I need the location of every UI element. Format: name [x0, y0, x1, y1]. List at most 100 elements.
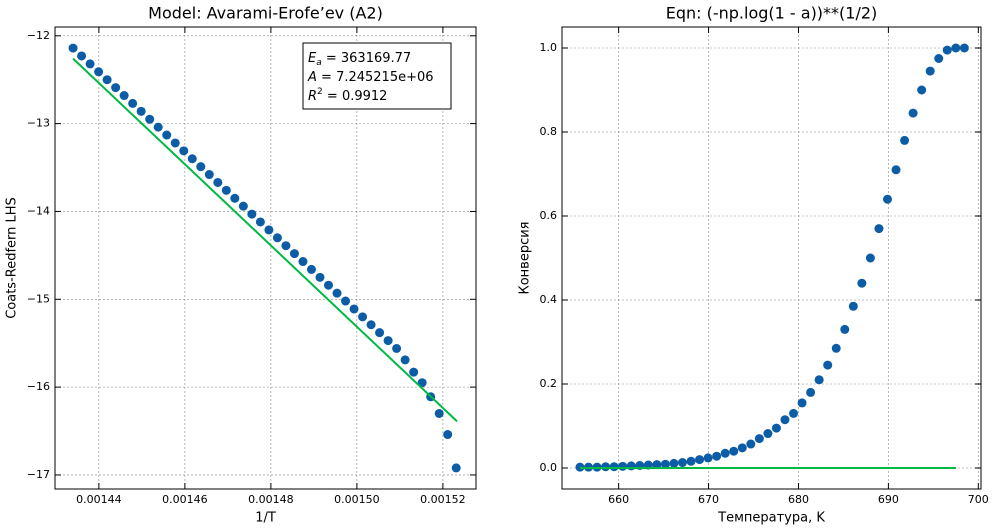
data-point	[771, 423, 781, 433]
y-tick-label: −14	[27, 204, 50, 217]
data-point	[289, 249, 299, 259]
data-point	[94, 67, 104, 77]
y-tick-label: 0.4	[540, 293, 558, 306]
y-tick-label: −16	[27, 380, 50, 393]
annotation: A = 7.245215e+06	[307, 70, 434, 85]
data-point	[204, 170, 214, 180]
data-point	[831, 343, 841, 353]
y-tick-label: −15	[27, 292, 50, 305]
data-point	[392, 343, 402, 353]
x-tick-label: 690	[878, 493, 899, 506]
axes-frame	[561, 26, 982, 490]
data-point	[111, 83, 121, 93]
data-point	[306, 264, 316, 274]
data-point	[797, 398, 807, 408]
data-point	[848, 301, 858, 311]
data-point	[230, 193, 240, 203]
data-point	[162, 130, 172, 140]
data-point	[780, 415, 790, 425]
annotation: Ea = 363169.77	[308, 51, 411, 68]
data-point	[746, 439, 756, 449]
data-point	[383, 336, 393, 346]
data-point	[925, 66, 935, 76]
x-tick-label: 670	[698, 493, 719, 506]
data-point	[341, 296, 351, 306]
data-point	[332, 288, 342, 298]
data-point	[917, 85, 927, 95]
y-tick-label: −12	[27, 29, 50, 42]
data-point	[840, 324, 850, 334]
y-tick-label: 0.6	[540, 209, 558, 222]
data-point	[626, 461, 636, 471]
data-point	[145, 114, 155, 124]
annotation-box	[302, 42, 452, 110]
data-point	[601, 462, 611, 472]
data-point	[695, 455, 705, 465]
data-point	[128, 98, 138, 108]
annotation-symbol: A	[307, 70, 317, 85]
y-tick-label: 0.2	[540, 377, 558, 390]
data-point	[153, 122, 163, 132]
data-point	[255, 217, 265, 227]
annotation-sup: 2	[317, 87, 323, 97]
data-point	[272, 233, 282, 243]
data-point	[951, 43, 961, 53]
fit-line	[72, 57, 458, 423]
data-point	[400, 355, 410, 365]
annotation-value: = 0.9912	[323, 89, 388, 104]
data-point	[179, 146, 189, 156]
y-tick-label: 1.0	[540, 41, 558, 54]
data-point	[196, 162, 206, 172]
y-tick-label: −17	[27, 468, 50, 481]
data-point	[375, 328, 385, 338]
data-point	[298, 257, 308, 267]
data-point	[720, 448, 730, 458]
data-point	[712, 451, 722, 461]
data-point	[669, 458, 679, 468]
data-point	[908, 108, 918, 118]
annotation-value: = 7.245215e+06	[317, 70, 434, 85]
y-tick-label: 0.0	[540, 461, 558, 474]
data-point	[238, 201, 248, 211]
data-point	[882, 194, 892, 204]
data-point	[187, 154, 197, 164]
x-tick-label: 0.00144	[76, 493, 122, 506]
data-point	[900, 135, 910, 145]
data-point	[170, 138, 180, 148]
x-tick-label: 680	[788, 493, 809, 506]
y-tick-label: −13	[27, 117, 50, 130]
data-point	[77, 51, 87, 61]
data-point	[102, 75, 112, 85]
data-point	[315, 272, 325, 282]
annotation-symbol: R	[308, 89, 317, 104]
x-tick-label: 0.00148	[248, 493, 294, 506]
data-point	[68, 43, 78, 53]
data-point	[660, 459, 670, 469]
x-axis-label: Температура, K	[717, 511, 825, 526]
data-point	[221, 185, 231, 195]
data-point	[609, 462, 619, 472]
data-point	[865, 253, 875, 263]
axes-frame	[54, 26, 477, 490]
data-point	[703, 453, 713, 463]
chart-title: Model: Avarami-Erofe’ev (A2)	[148, 4, 383, 23]
data-point	[136, 106, 146, 116]
annotation-symbol: E	[308, 51, 317, 66]
x-tick-label: 0.00152	[420, 493, 466, 506]
data-point	[349, 304, 359, 314]
x-tick-label: 0.00146	[162, 493, 208, 506]
data-point	[857, 278, 867, 288]
data-point	[942, 45, 952, 55]
y-axis-label: Конверсия	[518, 221, 533, 294]
data-point	[366, 320, 376, 330]
data-point	[823, 360, 833, 370]
data-point	[652, 460, 662, 470]
data-point	[737, 443, 747, 453]
annotation-value: = 363169.77	[322, 51, 411, 66]
annotation-sub: a	[316, 58, 322, 68]
data-point	[409, 367, 419, 377]
data-point	[806, 387, 816, 397]
x-tick-label: 700	[968, 493, 989, 506]
data-point	[434, 408, 444, 418]
